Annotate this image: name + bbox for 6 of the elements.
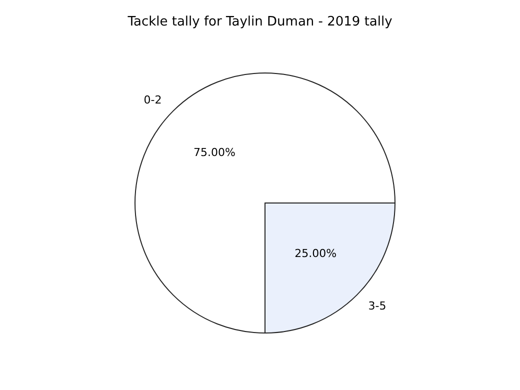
pie-slice (134, 72, 396, 334)
slice-label: 0-2 (144, 93, 162, 106)
slice-label: 3-5 (368, 300, 386, 313)
data-label: 25.00% (294, 247, 337, 260)
data-label: 75.00% (193, 146, 236, 159)
chart-title: Tackle tally for Taylin Duman - 2019 tally (126, 14, 393, 30)
